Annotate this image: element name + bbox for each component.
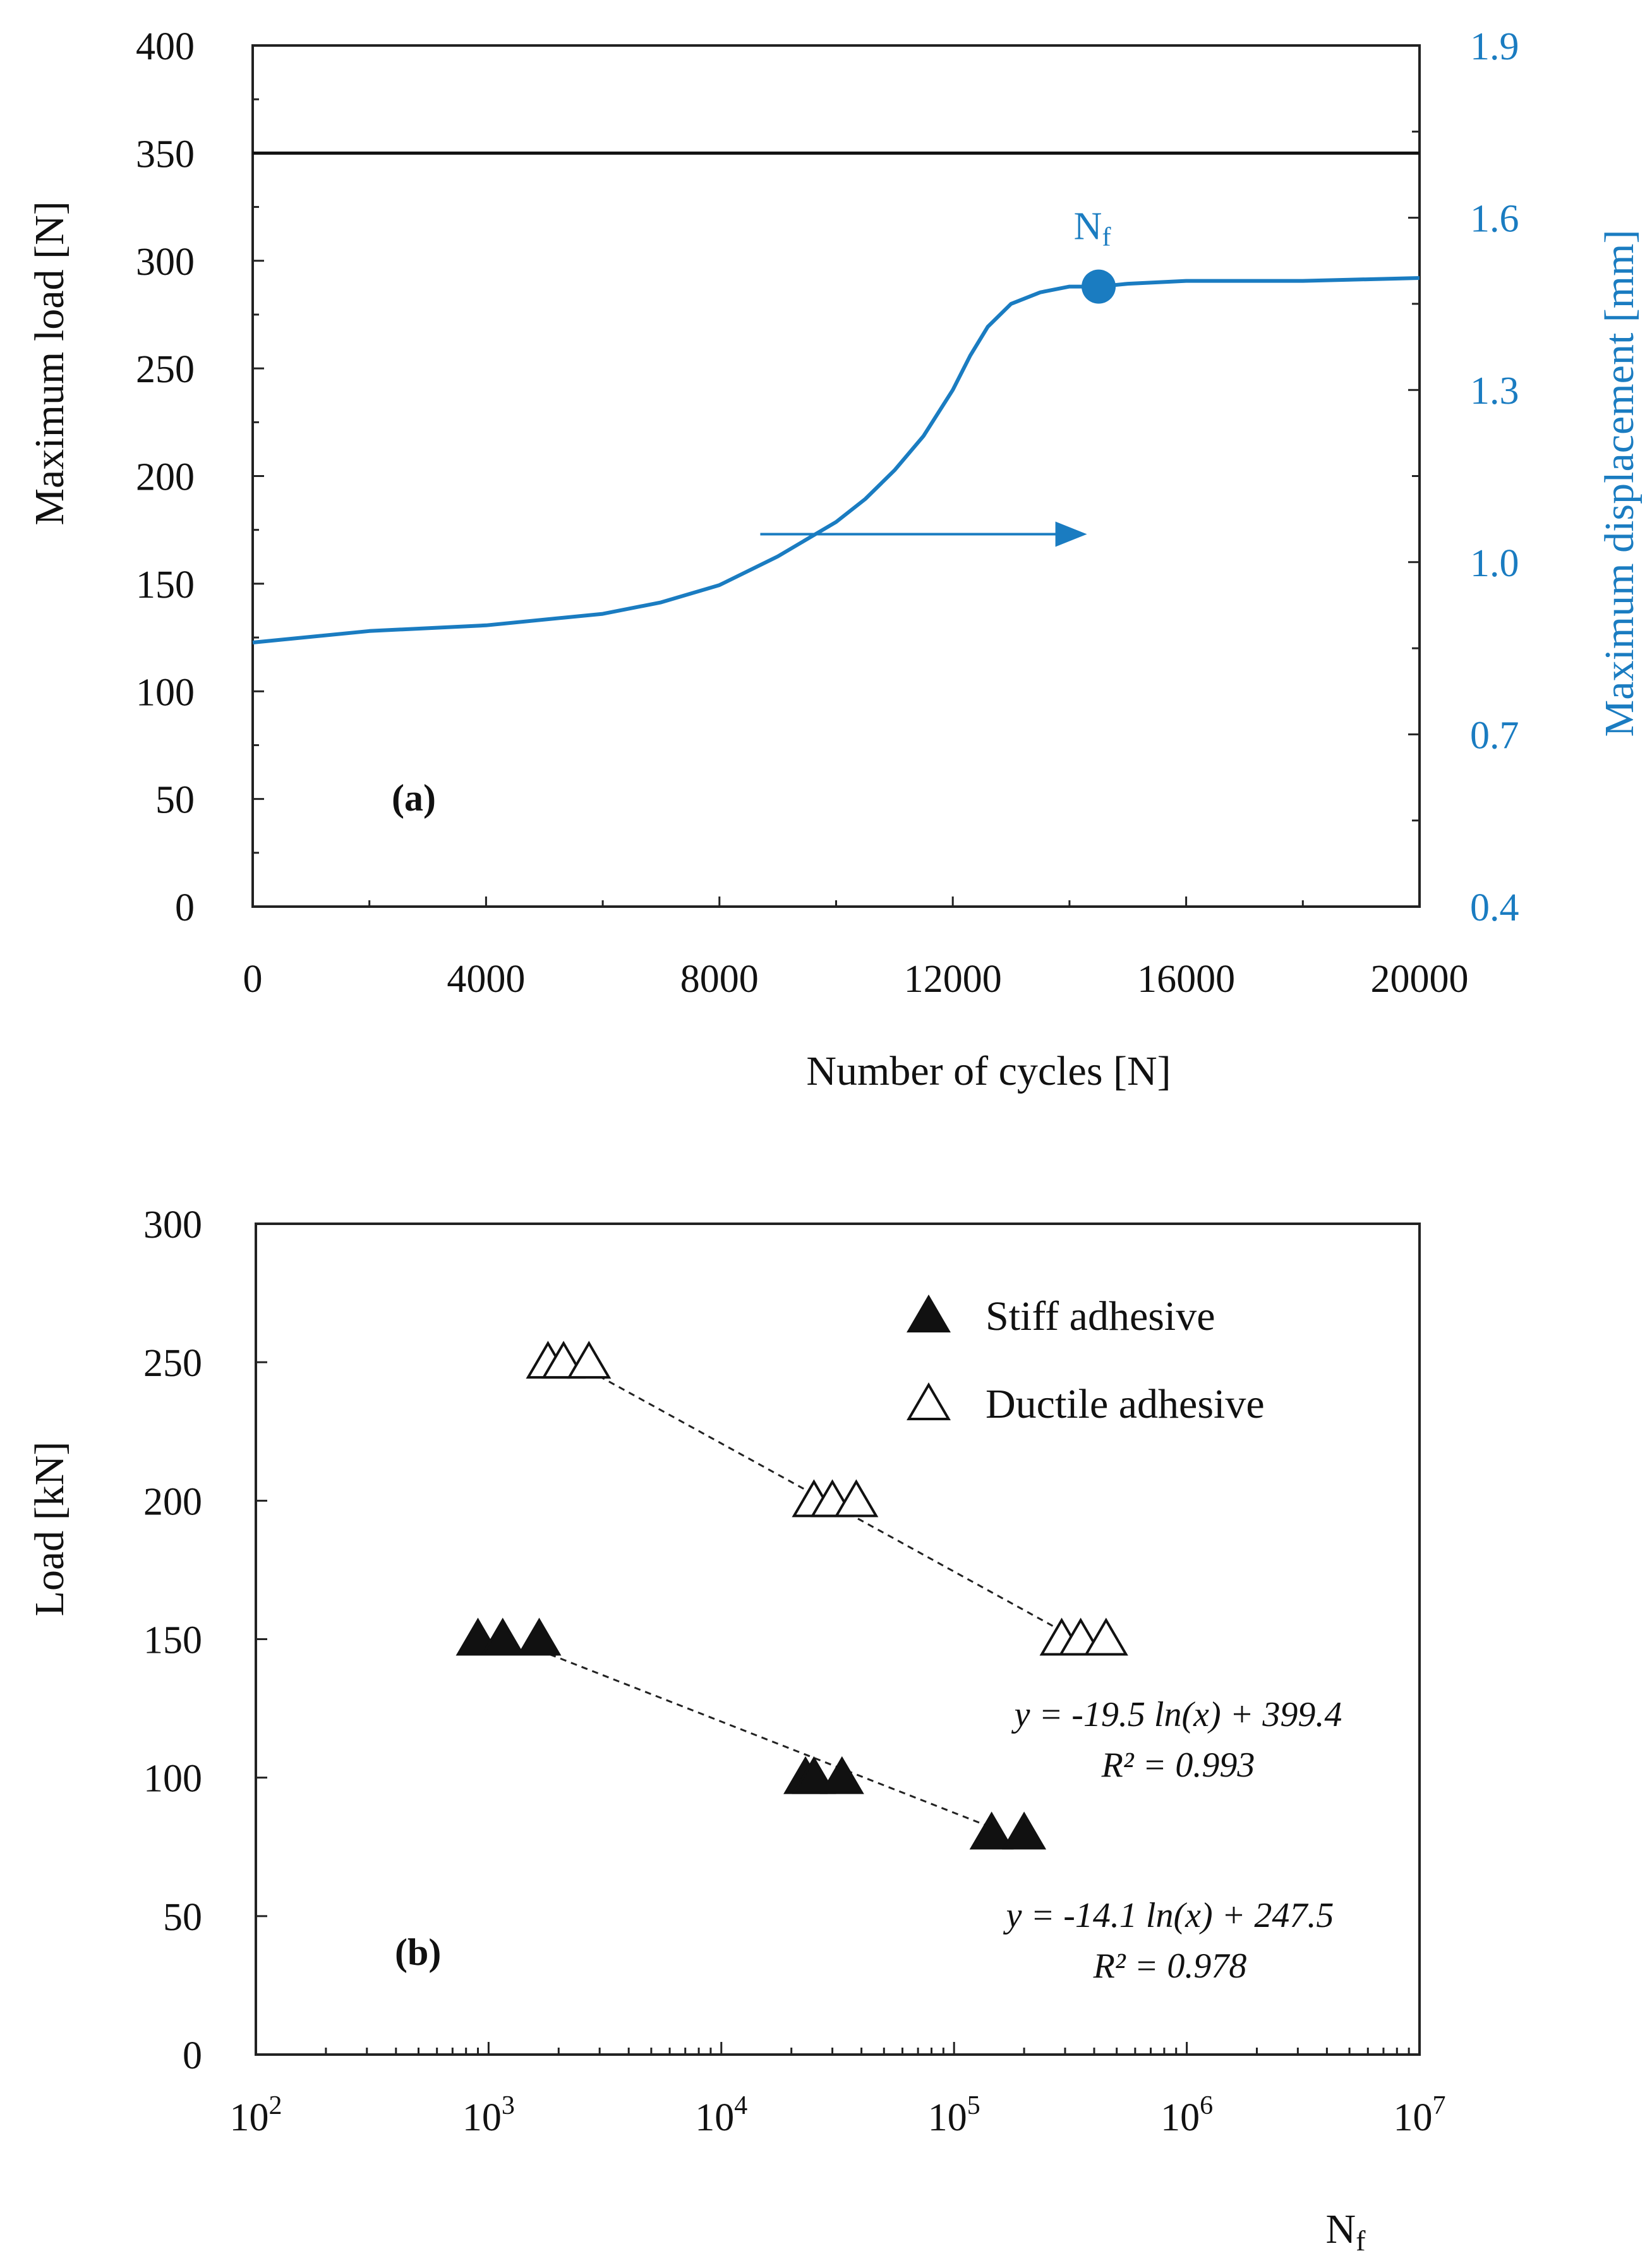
y-right-tick-label: 1.0 (1470, 542, 1519, 585)
x-tick-label: 0 (243, 958, 263, 1001)
panel-a-chart: 0 4000 8000 12000 16000 20000 0 50 100 150 200 250 3… (27, 25, 1643, 1094)
panel-a-right-axis-title: Maximum displacement [mm] (1596, 230, 1643, 737)
y-tick-label: 100 (143, 1758, 202, 1801)
y-left-tick-label: 100 (136, 671, 195, 714)
stiff-adhesive-point (517, 1617, 562, 1656)
trend-line-ductile-adhesive (588, 1370, 1063, 1632)
x-tick-label: 20000 (1371, 958, 1469, 1001)
panel-a-label: (a) (392, 777, 436, 819)
panel-b-label: (b) (395, 1931, 441, 1973)
y-left-tick-label: 400 (136, 25, 195, 68)
fit-equation-label: y = -19.5 ln(x) + 399.4 (1011, 1695, 1342, 1734)
fit-equation-label: y = -14.1 ln(x) + 247.5 (1003, 1896, 1334, 1935)
x-tick-label: 4000 (447, 958, 525, 1001)
y-tick-label: 0 (183, 2034, 202, 2077)
y-left-tick-label: 50 (155, 779, 195, 822)
y-right-tick-label: 0.7 (1470, 714, 1519, 757)
y-left-tick-label: 0 (175, 886, 195, 929)
panel-a-ticks: 0 4000 8000 12000 16000 20000 0 50 100 150 200 250 3… (136, 25, 1519, 1001)
panel-b-y-axis-title: Load [kN] (27, 1442, 73, 1617)
y-tick-label: 200 (143, 1480, 202, 1523)
x-tick-label: 105 (928, 2091, 980, 2139)
y-left-tick-label: 200 (136, 456, 195, 499)
y-left-tick-label: 150 (136, 564, 195, 607)
x-tick-label: 12000 (904, 958, 1002, 1001)
y-tick-label: 250 (143, 1342, 202, 1385)
legend-marker-stiff (907, 1295, 951, 1332)
ductile-adhesive-point (834, 1479, 879, 1518)
y-right-tick-label: 0.4 (1470, 886, 1519, 929)
x-tick-label: 103 (462, 2091, 515, 2139)
direction-arrow-head (1055, 521, 1087, 547)
y-right-tick-label: 1.9 (1470, 25, 1519, 68)
y-tick-label: 300 (143, 1204, 202, 1247)
y-left-tick-label: 350 (136, 133, 195, 176)
y-right-tick-label: 1.6 (1470, 198, 1519, 241)
y-tick-label: 150 (143, 1619, 202, 1662)
ductile-adhesive-point (1083, 1617, 1128, 1656)
ductile-adhesive-point (567, 1341, 612, 1379)
x-tick-label: 16000 (1137, 958, 1235, 1001)
nf-marker-point (1082, 269, 1116, 304)
y-left-tick-label: 250 (136, 348, 195, 391)
y-tick-label: 50 (163, 1896, 202, 1939)
stiff-adhesive-point (819, 1756, 864, 1794)
x-tick-label: 8000 (680, 958, 759, 1001)
legend-label: Stiff adhesive (986, 1293, 1215, 1339)
panel-b-marks: y = -19.5 ln(x) + 399.4 R² = 0.993 y = -14… (455, 1341, 1342, 1986)
stiff-adhesive-point (480, 1617, 525, 1656)
fit-r-squared-label: R² = 0.993 (1101, 1746, 1255, 1785)
fit-r-squared-label: R² = 0.978 (1093, 1947, 1247, 1986)
panel-a-left-axis-title: Maximum load [N] (27, 201, 73, 525)
stiff-adhesive-point (1002, 1811, 1047, 1850)
stiff-adhesive-point (969, 1811, 1014, 1850)
trend-line-stiff-adhesive (538, 1649, 992, 1828)
legend-marker-ductile (907, 1382, 951, 1420)
stiff-adhesive-point (792, 1756, 836, 1794)
y-right-tick-label: 1.3 (1470, 370, 1519, 413)
panel-a-marks: Nf (252, 151, 1420, 644)
y-left-tick-label: 300 (136, 241, 195, 284)
legend-label: Ductile adhesive (986, 1381, 1265, 1427)
panel-a-x-axis-title: Number of cycles [N] (806, 1048, 1171, 1094)
panel-b-legend: Stiff adhesive Ductile adhesive (907, 1293, 1265, 1427)
